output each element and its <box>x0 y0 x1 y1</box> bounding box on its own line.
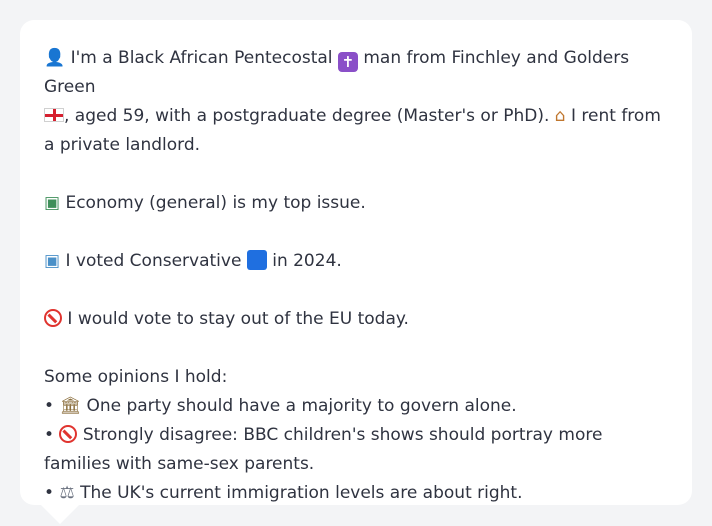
profile-text-b: man from Finchley and Golders Green <box>44 48 630 97</box>
no-entry-icon <box>44 309 62 327</box>
balance-scale-icon: ⚖ <box>59 483 75 503</box>
bubble-tail <box>40 504 80 524</box>
latin-cross-icon: ✝ <box>337 52 358 72</box>
opinion-text: The UK's current immigration levels are … <box>80 483 523 503</box>
opinion-item: • ⚖ The UK's current immigration levels … <box>44 479 668 508</box>
money-icon: ▣ <box>44 193 61 213</box>
vote-text-b: in 2024. <box>272 251 342 271</box>
opinion-item: • Strongly disagree: BBC children's show… <box>44 425 603 474</box>
bust-silhouette-icon: 👤 <box>44 48 66 68</box>
ballot-box-icon: ▣ <box>44 251 61 271</box>
profile-text-c: , aged 59, with a postgraduate degree (M… <box>64 106 550 126</box>
issue-paragraph: ▣ Economy (general) is my top issue. <box>44 189 668 218</box>
house-icon: ⌂ <box>554 106 566 126</box>
opinions-heading: Some opinions I hold: <box>44 367 228 387</box>
eu-text: I would vote to stay out of the EU today… <box>67 309 409 329</box>
no-entry-icon <box>59 425 78 443</box>
vote-text-a: I voted Conservative <box>65 251 242 271</box>
opinion-text: One party should have a majority to gove… <box>86 396 517 416</box>
eu-paragraph: I would vote to stay out of the EU today… <box>44 305 668 334</box>
profile-paragraph: 👤 I'm a Black African Pentecostal ✝ man … <box>44 44 668 160</box>
issue-text: Economy (general) is my top issue. <box>65 193 366 213</box>
vote-paragraph: ▣ I voted Conservative in 2024. <box>44 247 668 276</box>
message-bubble: 👤 I'm a Black African Pentecostal ✝ man … <box>20 20 692 505</box>
opinion-item: • 🏛 One party should have a majority to … <box>44 392 668 421</box>
profile-text-d: I rent from a private landlord. <box>44 106 661 155</box>
profile-text-a: I'm a Black African Pentecostal <box>70 48 333 68</box>
classical-building-icon: 🏛 <box>59 396 82 416</box>
blue-square-icon <box>246 250 267 270</box>
england-flag-icon <box>44 108 64 122</box>
opinion-text: Strongly disagree: BBC children's shows … <box>44 425 603 474</box>
